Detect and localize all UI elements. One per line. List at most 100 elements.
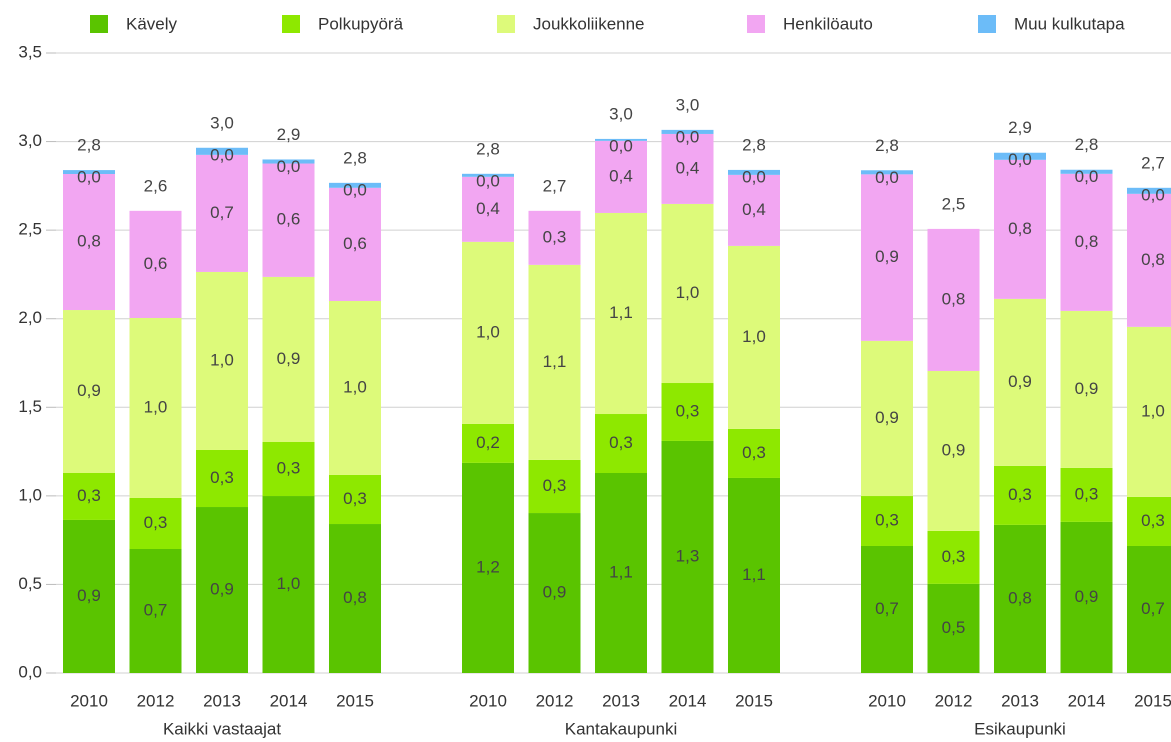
- value-label: 0,8: [343, 588, 367, 607]
- x-tick-label: 2012: [536, 691, 574, 710]
- bar-segment: [1060, 169, 1113, 174]
- total-label: 2,8: [1075, 135, 1099, 154]
- y-tick-label: 0,5: [18, 574, 42, 593]
- legend-label: Polkupyörä: [318, 14, 404, 33]
- value-label: 0,4: [676, 158, 700, 177]
- x-tick-label: 2013: [602, 691, 640, 710]
- x-tick-label: 2014: [669, 691, 707, 710]
- bar-segment: [661, 133, 714, 204]
- x-tick-label: 2010: [469, 691, 507, 710]
- bar-segment: [861, 496, 913, 546]
- legend-label: Joukkoliikenne: [533, 14, 645, 33]
- total-label: 2,8: [77, 136, 101, 155]
- value-label: 0,9: [1008, 372, 1032, 391]
- value-label: 1,0: [476, 322, 500, 341]
- total-label: 2,7: [1141, 153, 1165, 172]
- value-label: 0,3: [543, 476, 567, 495]
- bar-segment: [262, 442, 315, 497]
- value-label: 0,0: [277, 157, 301, 176]
- value-label: 0,7: [1141, 599, 1165, 618]
- bar-segment: [528, 210, 581, 265]
- group-label: Kantakaupunki: [565, 719, 677, 738]
- bar-segment: [595, 138, 647, 141]
- value-label: 1,0: [343, 377, 367, 396]
- value-label: 1,0: [210, 350, 234, 369]
- bar-segment: [994, 152, 1046, 160]
- x-tick-label: 2015: [735, 691, 773, 710]
- bar-segment: [595, 414, 647, 474]
- legend-swatch: [90, 15, 108, 33]
- value-label: 0,7: [875, 599, 899, 618]
- bar-segment: [462, 173, 514, 177]
- value-label: 0,8: [1008, 588, 1032, 607]
- bar-segment: [262, 159, 315, 164]
- bar-segment: [196, 271, 248, 450]
- bar-segment: [861, 174, 913, 341]
- value-label: 0,9: [77, 381, 101, 400]
- value-label: 0,0: [77, 168, 101, 187]
- bar-segment: [329, 182, 381, 188]
- bar-segment: [462, 423, 514, 463]
- value-label: 0,8: [1075, 232, 1099, 251]
- bar-segment: [329, 187, 381, 301]
- bar-segment: [728, 477, 780, 673]
- value-label: 1,1: [742, 565, 766, 584]
- value-label: 0,5: [942, 618, 966, 637]
- value-label: 0,4: [742, 200, 766, 219]
- total-label: 2,8: [343, 148, 367, 167]
- value-label: 0,3: [942, 547, 966, 566]
- value-label: 1,0: [676, 283, 700, 302]
- bar-segment: [595, 140, 647, 213]
- total-label: 2,8: [875, 136, 899, 155]
- bar-segment: [927, 530, 980, 584]
- x-tick-label: 2015: [336, 691, 374, 710]
- bar-segment: [1127, 545, 1171, 673]
- bar-segment: [661, 383, 714, 441]
- bar-segment: [861, 545, 913, 673]
- bar-segment: [595, 212, 647, 415]
- value-label: 1,0: [277, 574, 301, 593]
- value-label: 0,9: [875, 408, 899, 427]
- value-label: 0,8: [1008, 219, 1032, 238]
- bar-segment: [927, 228, 980, 371]
- x-tick-label: 2012: [935, 691, 973, 710]
- bar-segment: [994, 159, 1046, 299]
- value-label: 0,0: [742, 167, 766, 186]
- x-tick-label: 2015: [1134, 691, 1171, 710]
- x-tick-label: 2013: [203, 691, 241, 710]
- bar-segment: [1060, 521, 1113, 673]
- y-tick-label: 3,0: [18, 131, 42, 150]
- bar-segment: [1127, 496, 1171, 546]
- bar-segment: [661, 203, 714, 384]
- x-tick-label: 2014: [270, 691, 308, 710]
- bar-segment: [994, 298, 1046, 466]
- total-label: 3,0: [609, 104, 633, 123]
- bar-segment: [528, 459, 581, 514]
- legend-label: Muu kulkutapa: [1014, 14, 1125, 33]
- value-label: 0,9: [210, 579, 234, 598]
- value-label: 1,0: [144, 397, 168, 416]
- value-label: 0,9: [543, 583, 567, 602]
- value-label: 0,0: [1008, 150, 1032, 169]
- bar-segment: [63, 170, 115, 174]
- bar-segment: [462, 176, 514, 242]
- legend-swatch: [747, 15, 765, 33]
- y-tick-label: 1,0: [18, 485, 42, 504]
- value-label: 0,8: [1141, 250, 1165, 269]
- bar-segment: [63, 310, 115, 474]
- y-tick-label: 3,5: [18, 42, 42, 61]
- value-label: 1,2: [476, 557, 500, 576]
- y-tick-label: 2,0: [18, 308, 42, 327]
- bar-segment: [927, 583, 980, 673]
- value-label: 0,9: [942, 440, 966, 459]
- bar-segment: [661, 440, 714, 673]
- bar-segment: [129, 210, 182, 319]
- value-label: 0,3: [1075, 484, 1099, 503]
- value-label: 0,3: [676, 401, 700, 420]
- bar-segment: [994, 524, 1046, 673]
- value-label: 0,3: [210, 468, 234, 487]
- value-label: 0,3: [1008, 485, 1032, 504]
- value-label: 0,3: [1141, 511, 1165, 530]
- x-tick-label: 2014: [1068, 691, 1106, 710]
- bar-segment: [129, 497, 182, 549]
